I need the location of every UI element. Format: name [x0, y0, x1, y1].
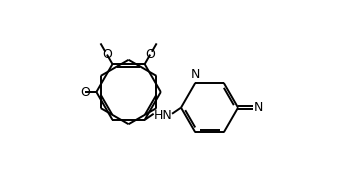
Text: N: N [191, 68, 200, 81]
Text: O: O [145, 48, 155, 61]
Text: O: O [80, 86, 90, 98]
Text: HN: HN [153, 109, 172, 122]
Text: O: O [102, 48, 112, 61]
Text: N: N [254, 101, 263, 114]
